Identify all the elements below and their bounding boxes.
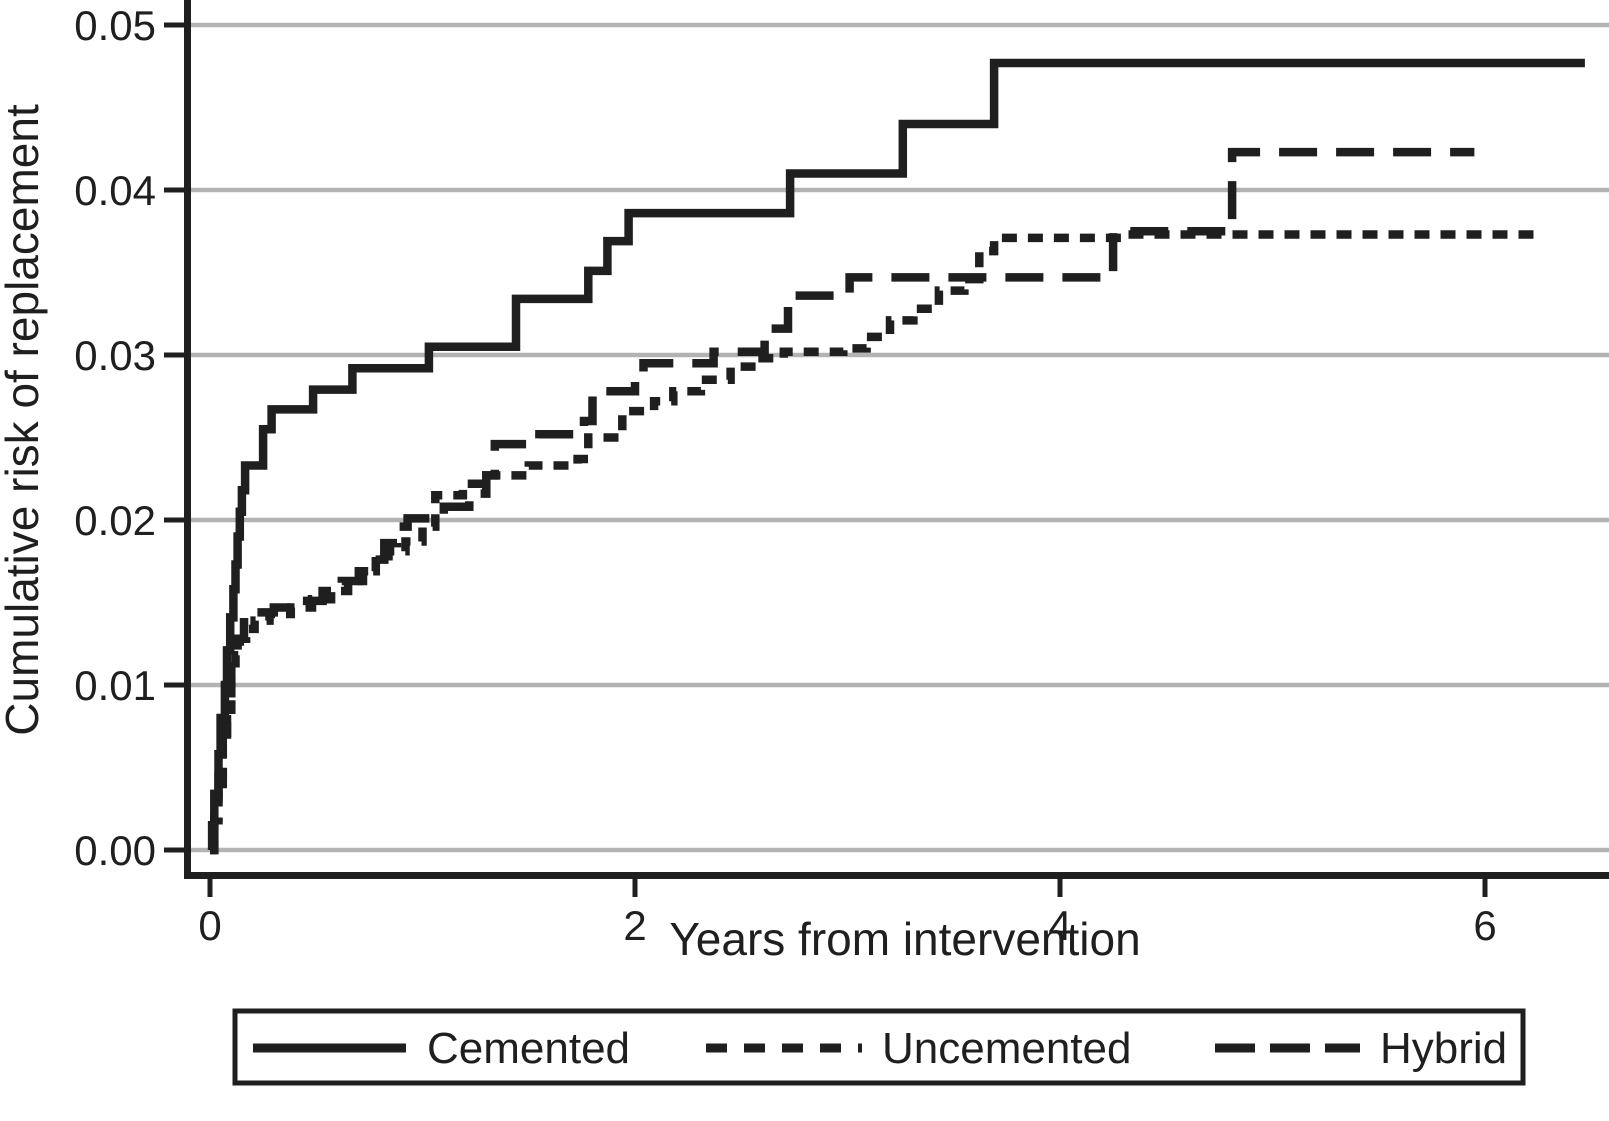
x-axis-title: Years from intervention: [669, 913, 1140, 965]
series-path-uncemented: [210, 230, 1541, 855]
series-path-hybrid: [210, 147, 1475, 855]
x-tick-label: 0: [198, 902, 221, 949]
tick-labels-group: 0.00 0.01 0.02 0.03 0.04 0.05 0 2 4 6: [74, 2, 1496, 949]
legend-label-hybrid: Hybrid: [1380, 1024, 1507, 1073]
series-path-cemented: [207, 58, 1585, 855]
legend-label-uncemented: Uncemented: [882, 1024, 1131, 1073]
legend-box: [232, 1008, 1526, 1086]
x-tick-label: 6: [1473, 902, 1496, 949]
y-tick-label: 0.01: [74, 662, 156, 709]
y-tick-label: 0.04: [74, 167, 156, 214]
y-tick-label: 0.00: [74, 827, 156, 874]
series-group: [207, 58, 1585, 855]
y-axis-title: Cumulative risk of replacement: [0, 104, 48, 736]
axes-group: [164, 0, 1609, 897]
legend-label-cemented: Cemented: [427, 1024, 630, 1073]
y-tick-label: 0.05: [74, 2, 156, 49]
x-tick-label: 2: [623, 902, 646, 949]
legend: Cemented Uncemented Hybrid: [232, 1008, 1526, 1086]
y-tick-label: 0.03: [74, 332, 156, 379]
x-tick-label: 4: [1048, 902, 1071, 949]
y-tick-label: 0.02: [74, 497, 156, 544]
